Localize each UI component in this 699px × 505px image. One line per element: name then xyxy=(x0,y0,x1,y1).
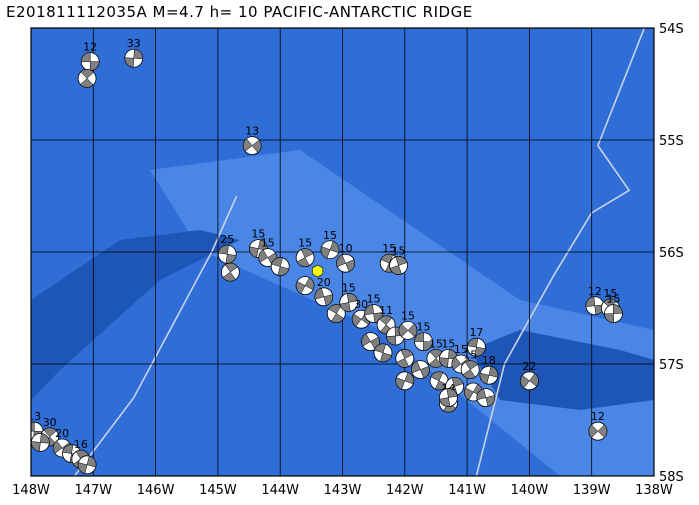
depth-label: 18 xyxy=(482,354,496,367)
focal-mechanism-beachball xyxy=(270,257,290,276)
depth-label: 15 xyxy=(392,244,406,257)
depth-label: 12 xyxy=(83,41,97,54)
fracture-zone-dark-right xyxy=(470,330,654,410)
depth-label: 12 xyxy=(588,285,602,298)
map-frame xyxy=(30,27,655,477)
focal-mechanism-beachball xyxy=(429,371,449,391)
focal-mechanism-beachball: 15 xyxy=(320,229,340,260)
longitude-labels: 148W 147W 146W 145W 144W 143W 142W 141W 140W 139W… xyxy=(12,483,673,498)
focal-mechanism-beachball: 13 xyxy=(242,125,262,156)
longitude-label: 147W xyxy=(74,483,112,498)
longitude-label: 139W xyxy=(573,483,611,498)
focal-mechanism-beachball xyxy=(410,360,430,380)
depth-label: 20 xyxy=(317,276,331,289)
focal-mechanism-beachball xyxy=(361,332,380,352)
longitude-label: 142W xyxy=(386,483,424,498)
focal-mechanism-beachball: 20 xyxy=(314,276,334,307)
focal-mechanism-beachball: 25 xyxy=(217,233,237,264)
plate-boundary-line-0 xyxy=(73,195,238,476)
depth-label: 15 xyxy=(401,309,415,322)
depth-label: 15 xyxy=(323,229,337,242)
focal-mechanism-beachball: 15 xyxy=(398,309,418,340)
depth-label: 15 xyxy=(251,228,265,241)
focal-mechanism-beachball: 33 xyxy=(124,37,144,68)
depth-label: 15 xyxy=(416,321,430,334)
focal-mechanism-beachball xyxy=(373,343,393,363)
latitude-labels: 54S 55S 56S 57S 58S xyxy=(659,22,684,485)
depth-label: 13 xyxy=(27,410,41,423)
focal-mechanism-beachball: 17 xyxy=(467,326,486,357)
focal-mechanism-beachball: 15 xyxy=(364,293,384,324)
longitude-label: 143W xyxy=(324,483,362,498)
focal-mechanism-beachball xyxy=(77,455,97,475)
depth-label: 10 xyxy=(339,242,353,255)
depth-label: 15 xyxy=(342,281,356,294)
focal-mechanism-beachball: 12 xyxy=(585,285,605,316)
longitude-label: 141W xyxy=(448,483,486,498)
focal-mechanism-beachball: 15 xyxy=(414,321,433,352)
map-title: E201811112035A M=4.7 h= 10 PACIFIC-ANTAR… xyxy=(6,3,473,21)
depth-label: 15 xyxy=(261,237,275,250)
focal-mechanism-beachball: 10 xyxy=(336,242,356,273)
focal-mechanism-beachball: 12 xyxy=(80,41,100,71)
focal-mechanism-beachball: 15 xyxy=(604,293,623,324)
longitude-label: 140W xyxy=(511,483,549,498)
depth-label: 12 xyxy=(591,410,605,423)
fracture-zone-dark-left xyxy=(31,230,240,400)
depth-label: 11 xyxy=(379,304,393,317)
focal-mechanism-beachball: 18 xyxy=(479,354,499,385)
focal-mechanism-beachball xyxy=(220,262,240,282)
longitude-label: 144W xyxy=(261,483,299,498)
focal-mechanism-beachball xyxy=(476,388,496,408)
focal-mechanism-beachball xyxy=(395,348,415,368)
depth-label: 13 xyxy=(245,125,259,138)
depth-label: 15 xyxy=(441,337,455,350)
focal-mechanism-beachball: 15 xyxy=(339,281,359,312)
depth-label: 15 xyxy=(367,293,381,306)
focal-mechanism-beachball: 15 xyxy=(295,237,315,268)
depth-label: 30 xyxy=(354,298,368,311)
depth-label: 30 xyxy=(43,416,57,429)
focal-mechanism-beachball: 12 xyxy=(588,410,608,441)
depth-label: 15 xyxy=(382,242,396,255)
depth-label: 15 xyxy=(607,293,621,306)
depth-label: 33 xyxy=(127,37,141,50)
focal-mechanism-beachball: 15 xyxy=(389,244,408,275)
latitude-label: 58S xyxy=(659,470,684,485)
focal-mechanism-beachball xyxy=(77,69,97,88)
depth-label: 22 xyxy=(522,360,536,373)
depth-label: 15 xyxy=(429,337,443,350)
latitude-label: 55S xyxy=(659,134,684,149)
graticule xyxy=(31,28,654,476)
epicenter-hexagon xyxy=(312,264,324,278)
focal-mechanism-beachball xyxy=(31,433,50,452)
longitude-label: 146W xyxy=(137,483,175,498)
focal-mechanism-beachball xyxy=(439,388,458,408)
focal-mechanism-beachball xyxy=(326,304,346,324)
focal-mechanism-beachball: 22 xyxy=(520,360,539,391)
latitude-label: 57S xyxy=(659,358,684,373)
depth-label: 16 xyxy=(74,438,88,451)
epicenter-marker xyxy=(312,264,324,278)
focal-mechanism-beachball: 15 xyxy=(460,349,480,380)
focal-mechanism-beachball xyxy=(295,276,315,296)
focal-mechanism-beachball xyxy=(395,371,415,391)
depth-label: 15 xyxy=(454,343,468,356)
latitude-label: 56S xyxy=(659,246,684,261)
depth-label: 20 xyxy=(55,427,69,440)
depth-label: 17 xyxy=(469,326,483,339)
depth-label: 15 xyxy=(463,349,477,362)
longitude-label: 145W xyxy=(199,483,237,498)
latitude-label: 54S xyxy=(659,22,684,37)
depth-label: 15 xyxy=(603,287,617,300)
depth-label: 15 xyxy=(298,237,312,250)
longitude-label: 138W xyxy=(635,483,673,498)
longitude-label: 148W xyxy=(12,483,50,498)
depth-label: 25 xyxy=(220,233,234,246)
